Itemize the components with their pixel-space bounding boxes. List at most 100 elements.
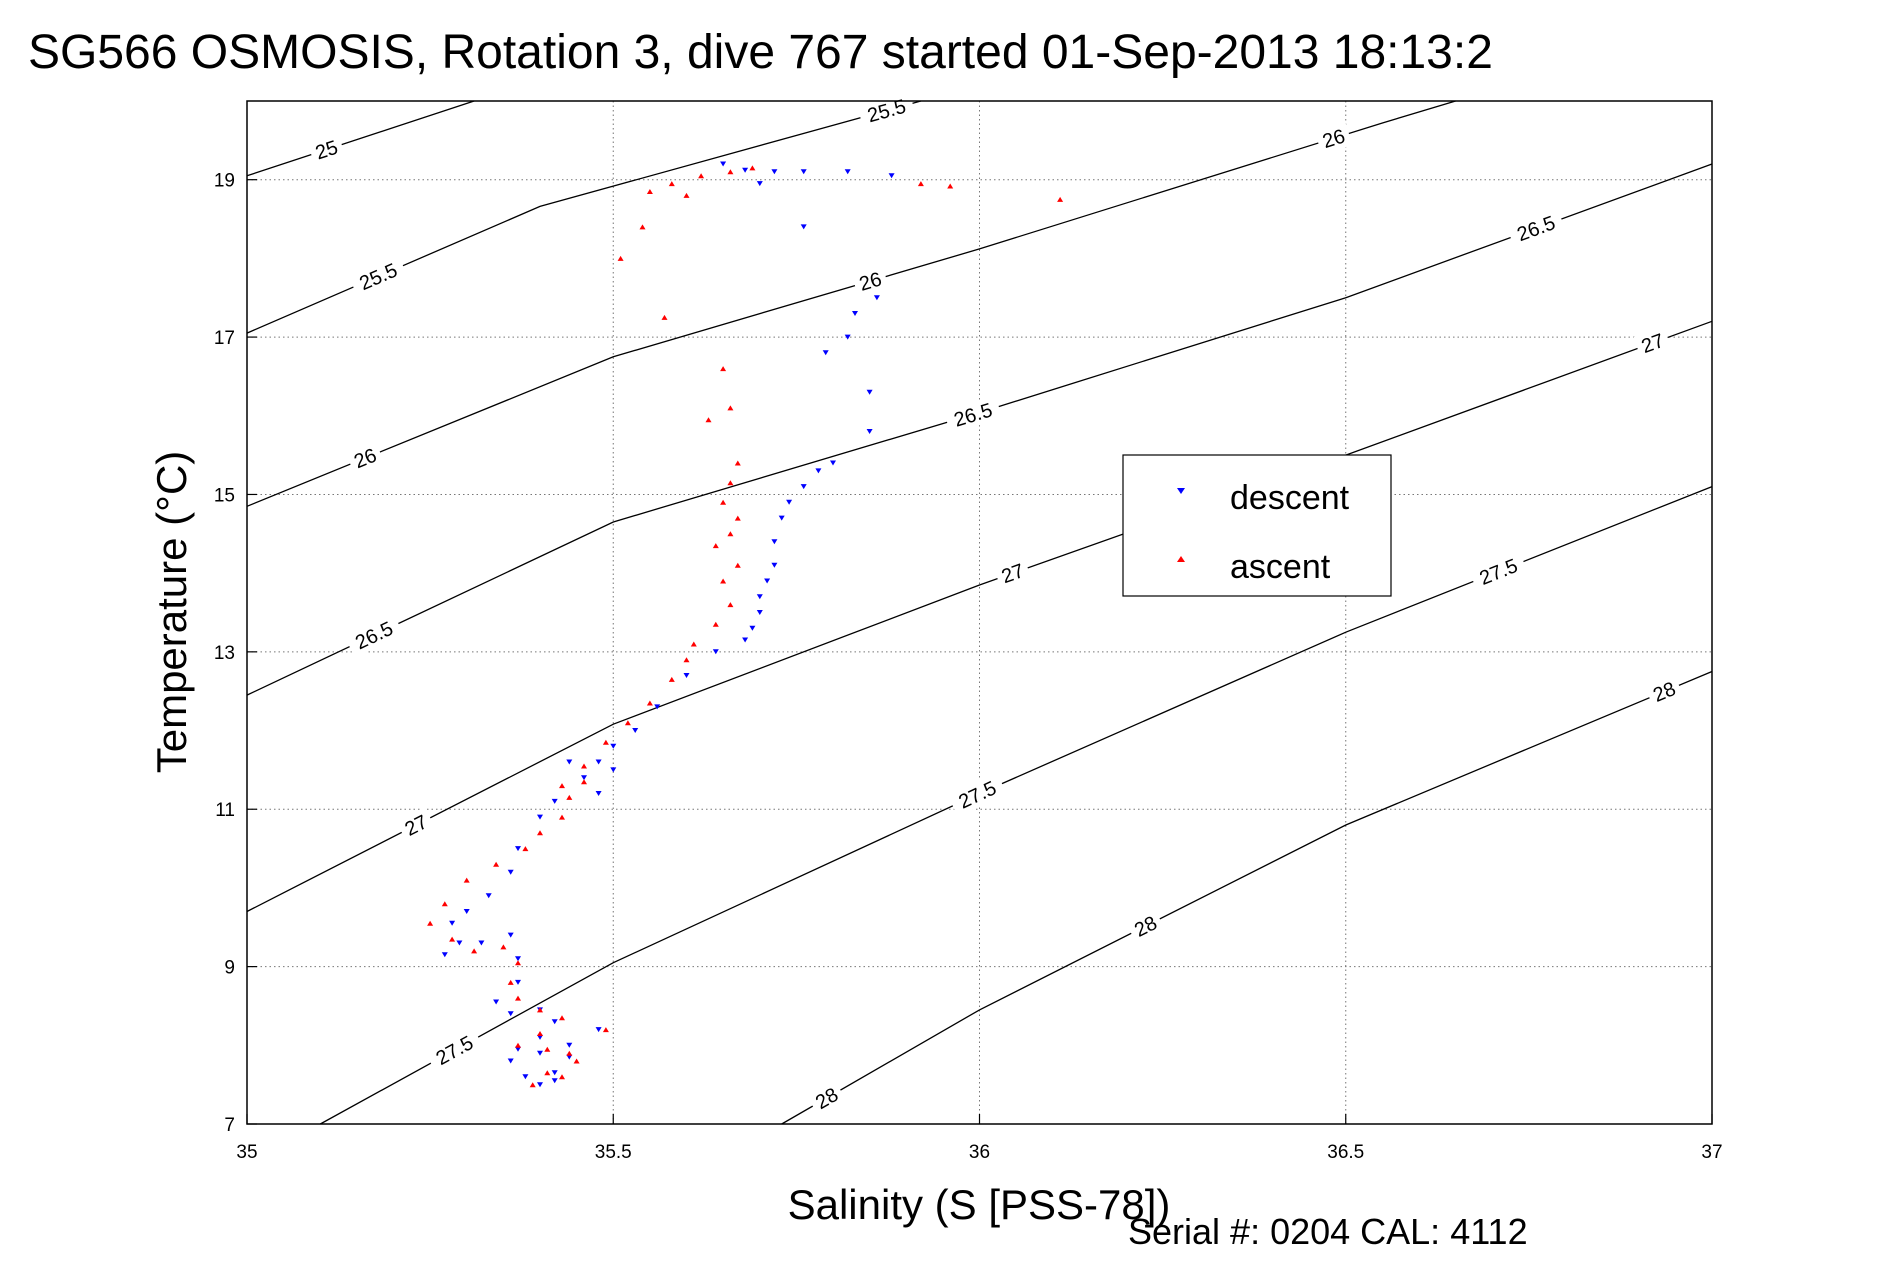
descent-point	[771, 539, 778, 545]
density-contour-line	[246, 100, 475, 177]
ascent-point	[646, 189, 653, 194]
descent-point	[800, 224, 807, 230]
legend-descent-marker	[1177, 488, 1185, 494]
ascent-point	[441, 901, 448, 907]
ascent-point	[668, 181, 675, 187]
y-tick-label: 7	[224, 1115, 235, 1136]
ascent-point	[581, 779, 587, 785]
ascent-point	[500, 944, 507, 950]
ascent-point	[661, 314, 668, 320]
descent-point	[463, 909, 470, 914]
descent-point	[610, 743, 617, 749]
descent-point	[478, 940, 485, 946]
descent-point	[888, 173, 895, 179]
ascent-point	[712, 543, 719, 549]
contour-label-mask	[943, 395, 1003, 434]
descent-point	[595, 791, 602, 796]
descent-point	[771, 562, 778, 568]
descent-point	[764, 578, 771, 584]
x-tick-label: 35	[236, 1142, 257, 1163]
legend-ascent-label: ascent	[1230, 548, 1331, 586]
contour-label-mask	[1468, 550, 1528, 593]
y-tick-label: 9	[224, 958, 235, 979]
contour-label-mask	[345, 440, 385, 476]
legend-descent-label: descent	[1230, 479, 1350, 517]
ascent-point	[602, 739, 609, 745]
ascent-point	[727, 480, 734, 486]
ascent-point	[507, 979, 514, 985]
descent-point	[551, 798, 558, 804]
ascent-point	[471, 948, 478, 954]
contour-label-mask	[396, 807, 436, 844]
density-contour-line	[246, 320, 1713, 913]
chart-title: SG566 OSMOSIS, Rotation 3, dive 767 star…	[28, 26, 1493, 79]
y-tick-label: 15	[214, 485, 235, 506]
descent-point	[441, 952, 448, 958]
density-contour-line	[246, 100, 1456, 507]
x-axis-label: Salinity (S [PSS-78])	[788, 1181, 1171, 1228]
descent-point	[756, 610, 763, 615]
descent-point	[712, 649, 719, 655]
descent-point	[815, 468, 822, 474]
ascent-point	[449, 936, 456, 942]
ascent-point	[522, 846, 529, 852]
ascent-point	[515, 960, 521, 966]
descent-point	[595, 1027, 602, 1033]
ascent-point	[734, 562, 741, 568]
descent-point	[485, 893, 492, 899]
descent-point	[493, 999, 500, 1005]
descent-point	[449, 920, 456, 926]
ascent-point	[712, 621, 719, 627]
ascent-point	[720, 578, 727, 584]
contour-label-mask	[1314, 122, 1353, 155]
ascent-point	[727, 405, 734, 411]
y-axis-label: Temperature (°C)	[148, 451, 195, 774]
descent-point	[515, 979, 521, 985]
ascent-point	[529, 1082, 536, 1088]
descent-point	[683, 673, 690, 678]
grid	[247, 101, 1712, 1124]
ascent-point	[947, 183, 954, 189]
ascent-point	[559, 1015, 565, 1021]
ascent-point	[617, 255, 624, 261]
descent-point	[537, 1082, 543, 1088]
ascent-point	[734, 515, 741, 521]
contour-label-mask	[993, 556, 1032, 590]
ascent-point	[566, 794, 573, 800]
descent-point	[786, 499, 793, 505]
descent-point	[866, 389, 873, 395]
x-tick-label: 35.5	[595, 1142, 632, 1163]
ascent-point	[559, 783, 565, 789]
serial-cal-footer: Serial #: 0204 CAL: 4112	[1128, 1211, 1528, 1252]
contour-label-mask	[348, 254, 408, 299]
descent-point	[742, 167, 749, 173]
axis-ticks: 35 35.5 36 36.5 37 7 9 11 13 15 17 19	[214, 171, 1723, 1163]
ascent-point	[749, 165, 756, 171]
contour-label-mask	[1633, 326, 1672, 360]
ascent-point	[668, 676, 675, 682]
descent-point	[515, 1046, 521, 1052]
ascent-point	[917, 181, 924, 187]
contour-label-mask	[344, 612, 404, 658]
descent-point	[507, 869, 514, 875]
descent-point	[595, 759, 602, 765]
descent-point	[720, 161, 727, 167]
ascent-point	[690, 641, 697, 647]
ascent-point	[705, 417, 712, 423]
ascent-point	[537, 1031, 543, 1036]
ascent-point	[544, 1046, 551, 1052]
descent-point	[654, 704, 661, 710]
ascent-point	[463, 877, 470, 883]
ascent-point	[698, 173, 705, 179]
contour-label-mask	[1506, 207, 1566, 249]
descent-point	[771, 169, 778, 175]
y-tick-label: 13	[214, 643, 235, 664]
descent-point	[610, 767, 617, 773]
ascent-point	[602, 1027, 609, 1033]
descent-point	[581, 775, 587, 781]
descent-point	[522, 1074, 529, 1080]
descent-point	[551, 1078, 558, 1084]
ascent-point	[559, 1074, 565, 1080]
descent-point	[551, 1019, 558, 1025]
